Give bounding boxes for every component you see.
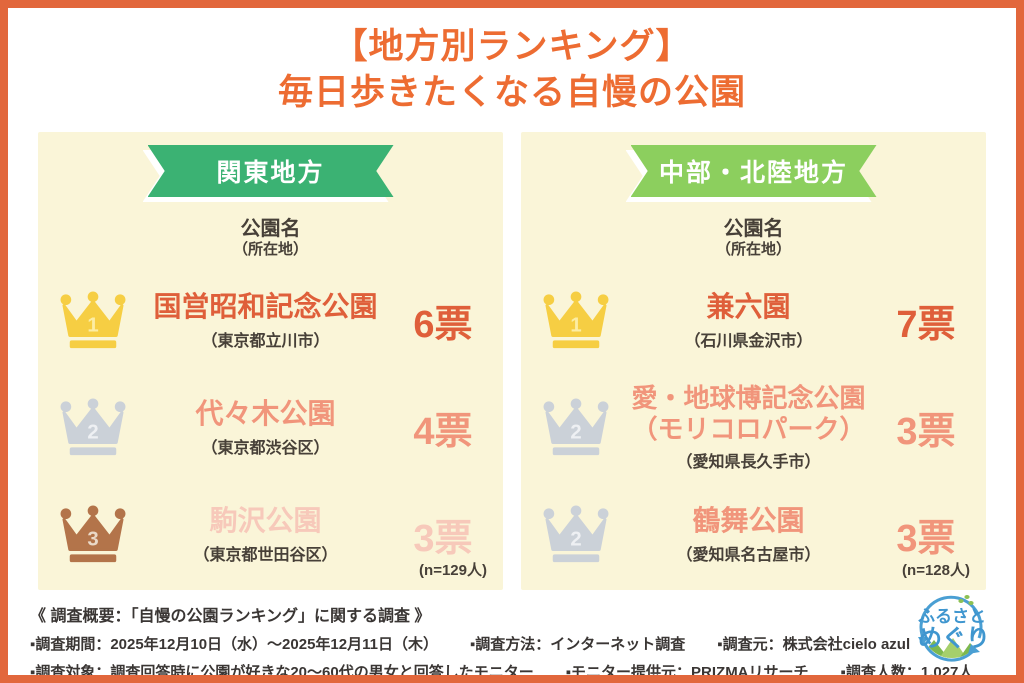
survey-line-1: ▪調査期間：2025年12月10日（水）〜2025年12月11日（木） ▪調査方… bbox=[30, 633, 1016, 654]
park-location: （愛知県長久手市） bbox=[676, 454, 821, 472]
park-name-block: 兼六園 （石川県金沢市） bbox=[619, 290, 878, 351]
silver-crown-icon: 2 bbox=[533, 397, 619, 459]
park-name: 駒沢公園 bbox=[209, 505, 322, 537]
sample-size-note: (n=128人) bbox=[902, 562, 970, 579]
vote-count: 3票 bbox=[896, 411, 956, 453]
logo-text-line2: めぐり bbox=[918, 624, 990, 652]
region-label: 関東地方 bbox=[216, 159, 325, 187]
region-ribbon-wrap: 関東地方 bbox=[147, 145, 394, 197]
region-ribbon-wrap: 中部・北陸地方 bbox=[630, 145, 877, 197]
survey-monitor-provider: ▪モニター提供元：PRIZMAリサーチ bbox=[565, 664, 809, 681]
logo-text-line1: ふるさと bbox=[918, 607, 986, 627]
survey-overview: 《 調査概要：「自慢の公園ランキング」に関する調査 》 ▪調査期間：2025年1… bbox=[30, 602, 1016, 681]
survey-heading: 《 調査概要：「自慢の公園ランキング」に関する調査 》 bbox=[30, 608, 431, 625]
ranking-panels: 関東地方 公園名 （所在地） 1 bbox=[38, 132, 986, 590]
logo-leaves-icon bbox=[958, 595, 974, 605]
vote-count: 7票 bbox=[896, 304, 956, 346]
logo-circle-arrows-icon bbox=[919, 595, 983, 662]
survey-respondents: ▪調査人数：1,027人 bbox=[840, 664, 974, 681]
survey-line-2: ▪調査対象：調査回答時に公園が好きな20〜60代の男女と回答したモニター ▪モニ… bbox=[30, 661, 1016, 681]
column-header: 公園名 （所在地） bbox=[38, 217, 503, 259]
park-name: 兼六園 bbox=[706, 291, 791, 323]
gold-crown-icon: 1 bbox=[50, 290, 136, 352]
region-ribbon: 中部・北陸地方 bbox=[630, 145, 877, 197]
park-name: 代々木公園 bbox=[195, 398, 336, 430]
svg-text:1: 1 bbox=[87, 314, 98, 336]
vote-count: 3票 bbox=[413, 518, 473, 560]
park-name: 国営昭和記念公園 bbox=[153, 291, 378, 323]
ranking-row-1: 1 国営昭和記念公園 （東京都立川市） 6票 bbox=[38, 267, 503, 374]
vote-count: 6票 bbox=[413, 304, 473, 346]
park-name-block: 鶴舞公園 （愛知県名古屋市） bbox=[619, 504, 878, 565]
park-name-block: 代々木公園 （東京都渋谷区） bbox=[136, 397, 395, 458]
svg-text:1: 1 bbox=[570, 314, 581, 336]
ranking-row-2: 2 愛・地球博記念公園 （モリコロパーク） （愛知県長久手市） 3票 bbox=[521, 374, 986, 481]
park-name-line2: （モリコロパーク） bbox=[631, 414, 866, 444]
ranking-rows: 1 国営昭和記念公園 （東京都立川市） 6票 bbox=[38, 267, 503, 588]
svg-text:2: 2 bbox=[570, 421, 581, 443]
title-line-1: 【地方別ランキング】 bbox=[332, 27, 692, 66]
svg-text:3: 3 bbox=[87, 528, 98, 550]
park-location: （石川県金沢市） bbox=[684, 332, 813, 350]
column-header-location: （所在地） bbox=[715, 241, 791, 258]
survey-method: ▪調査方法：インターネット調査 bbox=[469, 636, 686, 653]
panel-kanto: 関東地方 公園名 （所在地） 1 bbox=[38, 132, 503, 590]
ranking-row-3: 3 駒沢公園 （東京都世田谷区） 3票 bbox=[38, 481, 503, 588]
silver-crown-icon: 2 bbox=[50, 397, 136, 459]
title-line-2: 毎日歩きたくなる自慢の公園 bbox=[277, 72, 746, 112]
svg-text:2: 2 bbox=[87, 421, 98, 443]
svg-text:2: 2 bbox=[570, 528, 581, 550]
panel-chubu-hokuriku: 中部・北陸地方 公園名 （所在地） 1 bbox=[521, 132, 986, 590]
vote-count: 4票 bbox=[413, 411, 473, 453]
survey-source: ▪調査元：株式会社cielo azul bbox=[717, 636, 911, 653]
column-header-location: （所在地） bbox=[232, 241, 308, 258]
column-header-park-name: 公園名 bbox=[240, 218, 301, 240]
park-name: 愛・地球博記念公園 bbox=[631, 382, 866, 413]
sample-size-note: (n=129人) bbox=[419, 562, 487, 579]
vote-count: 3票 bbox=[896, 518, 956, 560]
ranking-rows: 1 兼六園 （石川県金沢市） 7票 bbox=[521, 267, 986, 588]
park-location: （東京都世田谷区） bbox=[193, 546, 338, 564]
survey-period: ▪調査期間：2025年12月10日（水）〜2025年12月11日（木） bbox=[30, 636, 438, 653]
park-location: （愛知県名古屋市） bbox=[676, 546, 821, 564]
park-name-block: 国営昭和記念公園 （東京都立川市） bbox=[136, 290, 395, 351]
furusato-meguri-logo: ふるさと めぐり bbox=[900, 588, 1004, 671]
bronze-crown-icon: 3 bbox=[50, 504, 136, 566]
park-name-block: 愛・地球博記念公園 （モリコロパーク） （愛知県長久手市） bbox=[619, 383, 878, 472]
park-location: （東京都渋谷区） bbox=[201, 439, 330, 457]
ranking-row-3: 2 鶴舞公園 （愛知県名古屋市） 3票 bbox=[521, 481, 986, 588]
region-label: 中部・北陸地方 bbox=[658, 159, 848, 187]
logo-arrowheads-icon bbox=[918, 637, 980, 654]
gold-crown-icon: 1 bbox=[533, 290, 619, 352]
column-header: 公園名 （所在地） bbox=[521, 217, 986, 259]
silver-crown-icon: 2 bbox=[533, 504, 619, 566]
ranking-row-1: 1 兼六園 （石川県金沢市） 7票 bbox=[521, 267, 986, 374]
survey-target: ▪調査対象：調査回答時に公園が好きな20〜60代の男女と回答したモニター bbox=[30, 664, 534, 681]
park-name: 鶴舞公園 bbox=[692, 505, 805, 537]
page-title: 【地方別ランキング】 毎日歩きたくなる自慢の公園 bbox=[8, 24, 1016, 115]
park-name-block: 駒沢公園 （東京都世田谷区） bbox=[136, 504, 395, 565]
region-ribbon: 関東地方 bbox=[147, 145, 394, 197]
column-header-park-name: 公園名 bbox=[723, 218, 784, 240]
park-location: （東京都立川市） bbox=[201, 332, 330, 350]
ranking-row-2: 2 代々木公園 （東京都渋谷区） 4票 bbox=[38, 374, 503, 481]
